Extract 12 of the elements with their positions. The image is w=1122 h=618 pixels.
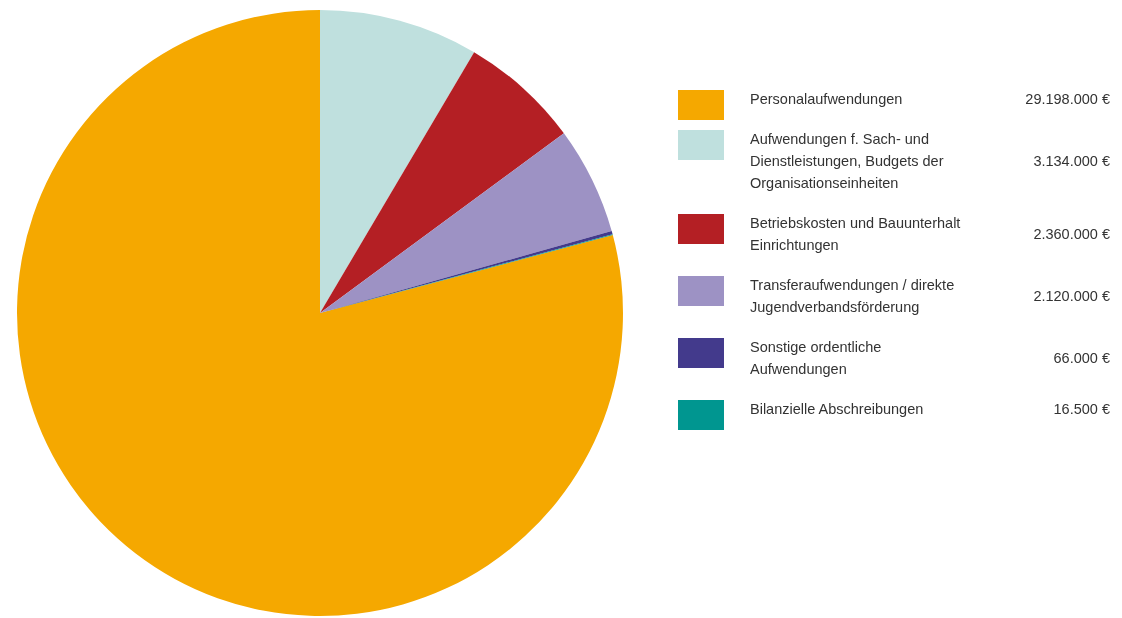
data-label: 29.198.000 € <box>1024 90 1111 109</box>
data-label: 16.500 € <box>1052 400 1111 419</box>
legend-label: Personalaufwendungen <box>750 90 904 109</box>
legend-label: Sonstige ordentliche Aufwendungen <box>750 338 883 379</box>
legend-label: Transferaufwendungen / direkte Jugendverbandsförderung <box>750 276 956 317</box>
data-label: 66.000 € <box>1052 349 1111 368</box>
legend-label: Bilanzielle Abschreibungen <box>750 400 925 419</box>
data-label: 2.360.000 € <box>1032 225 1111 244</box>
data-label: 2.120.000 € <box>1032 287 1111 306</box>
legend-label: Betriebskosten und Bauunterhalt Einrichtungen <box>750 214 962 255</box>
data-label: 3.134.000 € <box>1032 152 1111 171</box>
legend-label: Aufwendungen f. Sach- und Dienstleistungen, Budgets der Organisationseinheiten <box>750 130 945 193</box>
